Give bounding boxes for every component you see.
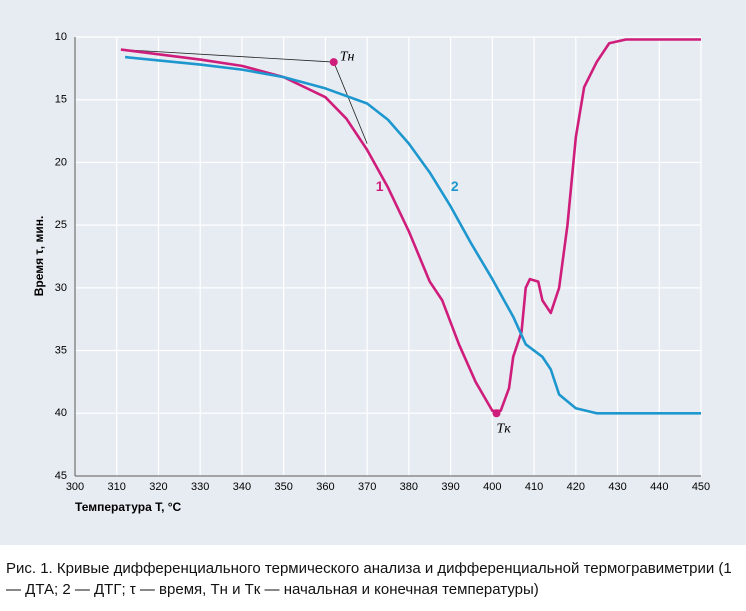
x-tick-label: 300 bbox=[66, 481, 84, 493]
y-tick-label: 25 bbox=[55, 219, 67, 231]
y-axis-title: Время τ, мин. bbox=[32, 216, 46, 297]
x-tick-label: 420 bbox=[567, 481, 585, 493]
x-tick-label: 350 bbox=[274, 481, 292, 493]
x-tick-label: 320 bbox=[149, 481, 167, 493]
x-tick-label: 440 bbox=[650, 481, 668, 493]
series-label: 2 bbox=[451, 178, 459, 194]
y-tick-label: 40 bbox=[55, 407, 67, 419]
y-tick-label: 45 bbox=[55, 470, 67, 482]
series-line bbox=[120, 38, 701, 413]
x-tick-label: 410 bbox=[525, 481, 543, 493]
x-tick-label: 390 bbox=[441, 481, 459, 493]
y-tick-label: 15 bbox=[55, 94, 67, 106]
x-tick-label: 370 bbox=[358, 481, 376, 493]
x-tick-label: 330 bbox=[191, 481, 209, 493]
point-marker bbox=[329, 58, 338, 67]
background bbox=[0, 0, 746, 545]
page: Время τ, мин. Температура T, °C 10 15 20 25… bbox=[0, 0, 746, 598]
x-tick-label: 430 bbox=[608, 481, 626, 493]
tangent-line bbox=[333, 61, 368, 144]
x-tick-label: 400 bbox=[483, 481, 501, 493]
y-tick-label: 35 bbox=[55, 344, 67, 356]
point-marker bbox=[492, 409, 501, 418]
x-tick-label: 340 bbox=[233, 481, 251, 493]
tangent-line bbox=[120, 49, 334, 63]
y-tick-label: 20 bbox=[55, 156, 67, 168]
chart: Время τ, мин. Температура T, °C 10 15 20 25… bbox=[0, 0, 746, 545]
x-tick-label: 380 bbox=[400, 481, 418, 493]
y-tick-label: 30 bbox=[55, 282, 67, 294]
x-axis-title: Температура T, °C bbox=[75, 500, 182, 514]
series-label: 1 bbox=[376, 178, 384, 194]
y-tick-label: 10 bbox=[55, 31, 67, 43]
point-label: Tк bbox=[497, 422, 512, 437]
point-label: Tн bbox=[340, 49, 355, 64]
x-tick-label: 360 bbox=[316, 481, 334, 493]
x-tick-label: 450 bbox=[692, 481, 710, 493]
series-line bbox=[124, 55, 701, 415]
caption: Рис. 1. Кривые дифференциального термиче… bbox=[6, 560, 732, 598]
x-tick-label: 310 bbox=[108, 481, 126, 493]
